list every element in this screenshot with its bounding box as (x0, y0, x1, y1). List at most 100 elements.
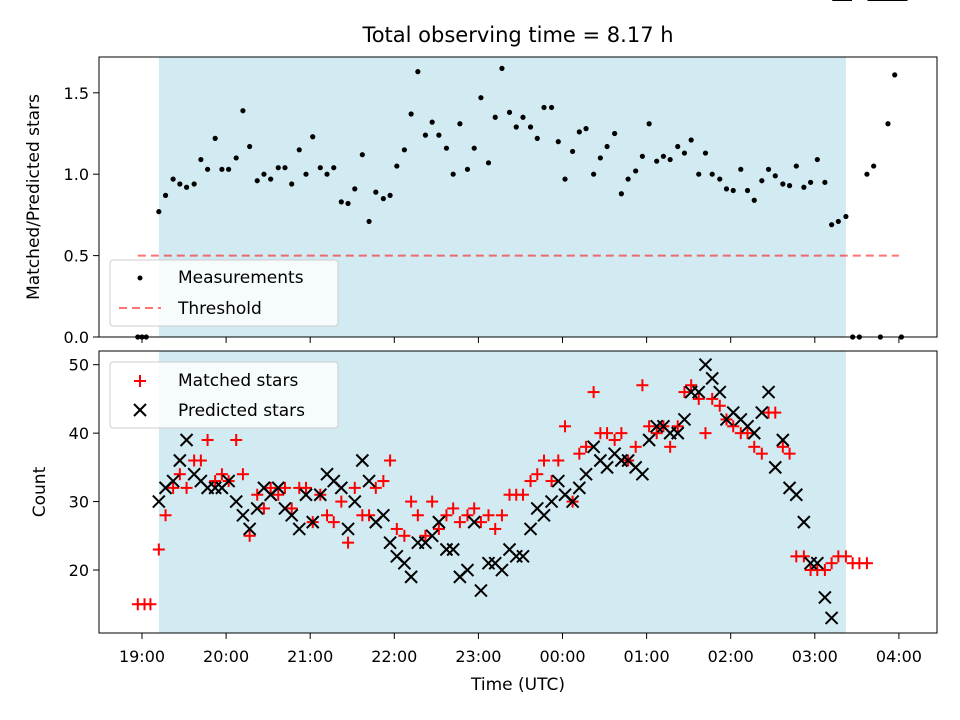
predicted-star-point (221, 474, 236, 488)
predicted-star-point (698, 357, 713, 372)
matched-star-point (797, 550, 810, 563)
measurement-point (464, 166, 471, 172)
measurement-point (324, 171, 330, 177)
measurement-point (688, 137, 694, 143)
measurement-point (170, 176, 176, 182)
measurement-point (394, 163, 400, 169)
measurement-point (597, 155, 603, 161)
matched-star-point (636, 379, 649, 392)
matched-star-point (516, 488, 529, 501)
predicted-star-point (692, 385, 706, 399)
matched-star-point (144, 598, 157, 611)
predicted-star-point (671, 426, 685, 440)
bottom-y-tick-label: 30 (69, 493, 89, 512)
measurement-point (772, 173, 778, 179)
measurement-point (198, 156, 204, 163)
predicted-star-point (173, 453, 187, 468)
predicted-series (152, 0, 908, 625)
matched-star-point (285, 502, 298, 515)
predicted-star-point (376, 508, 391, 522)
predicted-star-point (425, 529, 439, 543)
measurement-point (555, 139, 561, 145)
bottom-x-axis: 19:00 20:00 21:00 22:00 23:00 00:00 01:00 02:00… (119, 633, 922, 666)
predicted-star-point (565, 494, 580, 509)
measurement-point (359, 152, 365, 158)
matched-star-point (531, 468, 544, 481)
matched-star-point (573, 447, 586, 460)
predicted-star-point (677, 412, 692, 427)
predicted-star-point (789, 488, 804, 502)
predicted-star-point (761, 385, 776, 399)
measurement-point (625, 176, 631, 182)
matched-star-point (411, 509, 424, 522)
measurement-point (247, 143, 253, 150)
predicted-star-point (306, 515, 320, 529)
x-tick-label: 22:00 (371, 647, 417, 666)
matched-series (131, 0, 908, 611)
measurement-points (135, 65, 905, 340)
measurement-point (696, 171, 702, 177)
predicted-star-point (579, 467, 593, 481)
bottom-y-tick-label: 40 (69, 424, 89, 443)
bottom-y-tick-label: 20 (69, 561, 89, 580)
matched-star-point (495, 509, 508, 522)
measurement-point (633, 168, 639, 174)
bottom-y-axis: 20 30 40 50 (69, 356, 99, 580)
matched-star-point (335, 495, 348, 508)
measurement-point (233, 155, 239, 161)
measurement-point (807, 179, 814, 185)
matched-star-point (363, 509, 376, 522)
top-y-axis: 0.0 0.5 1.0 1.5 (64, 84, 99, 347)
measurement-point (646, 121, 652, 127)
top-panel: 0.0 0.5 1.0 1.5 Matched/Predicted stars Mea… (24, 56, 938, 347)
matched-star-point (643, 420, 656, 433)
measurement-point (892, 72, 898, 78)
measurement-point (885, 121, 891, 127)
matched-star-point (432, 522, 445, 535)
matched-star-point (545, 475, 558, 488)
matched-star-point (839, 550, 852, 563)
predicted-star-point (810, 556, 825, 570)
matched-star-point (580, 440, 593, 453)
matched-star-point (342, 536, 355, 549)
predicted-star-point (383, 535, 397, 550)
predicted-star-point (747, 426, 761, 440)
predicted-star-point (313, 488, 327, 502)
matched-star-point (167, 481, 180, 494)
matched-star-point (405, 495, 418, 508)
measurement-point (527, 124, 534, 130)
matched-star-point (419, 529, 432, 542)
predicted-star-point (635, 467, 650, 481)
measurement-point (801, 184, 807, 190)
predicted-star-point (467, 515, 481, 529)
predicted-star-point (229, 494, 243, 509)
predicted-star-point (551, 474, 566, 488)
matched-star-point (257, 502, 270, 515)
measurement-point (317, 165, 323, 171)
matched-star-point (706, 392, 719, 405)
top-y-tick-label: 1.0 (64, 165, 89, 184)
measurement-point (331, 165, 337, 171)
predicted-star-point (355, 453, 370, 468)
measurement-point (352, 186, 358, 192)
x-axis-label: Time (UTC) (470, 675, 565, 695)
predicted-star-point (544, 494, 559, 509)
matched-star-point (215, 468, 228, 481)
bottom-axes-frame (98, 350, 938, 634)
measurement-point (387, 192, 393, 198)
matched-star-point (390, 522, 403, 535)
matched-star-point (209, 475, 222, 488)
predicted-star-point (432, 515, 446, 529)
measurement-point (240, 108, 246, 114)
matched-star-point (559, 420, 572, 433)
measurement-point (303, 171, 309, 177)
measurement-point (751, 197, 757, 203)
matched-star-point (327, 516, 340, 529)
matched-star-point (201, 433, 214, 446)
measurement-point (667, 156, 673, 163)
predicted-star-point (460, 563, 475, 577)
matched-star-point (398, 529, 411, 542)
matched-star-point (650, 427, 663, 440)
matched-star-point (251, 488, 264, 501)
measurement-point (226, 166, 232, 172)
